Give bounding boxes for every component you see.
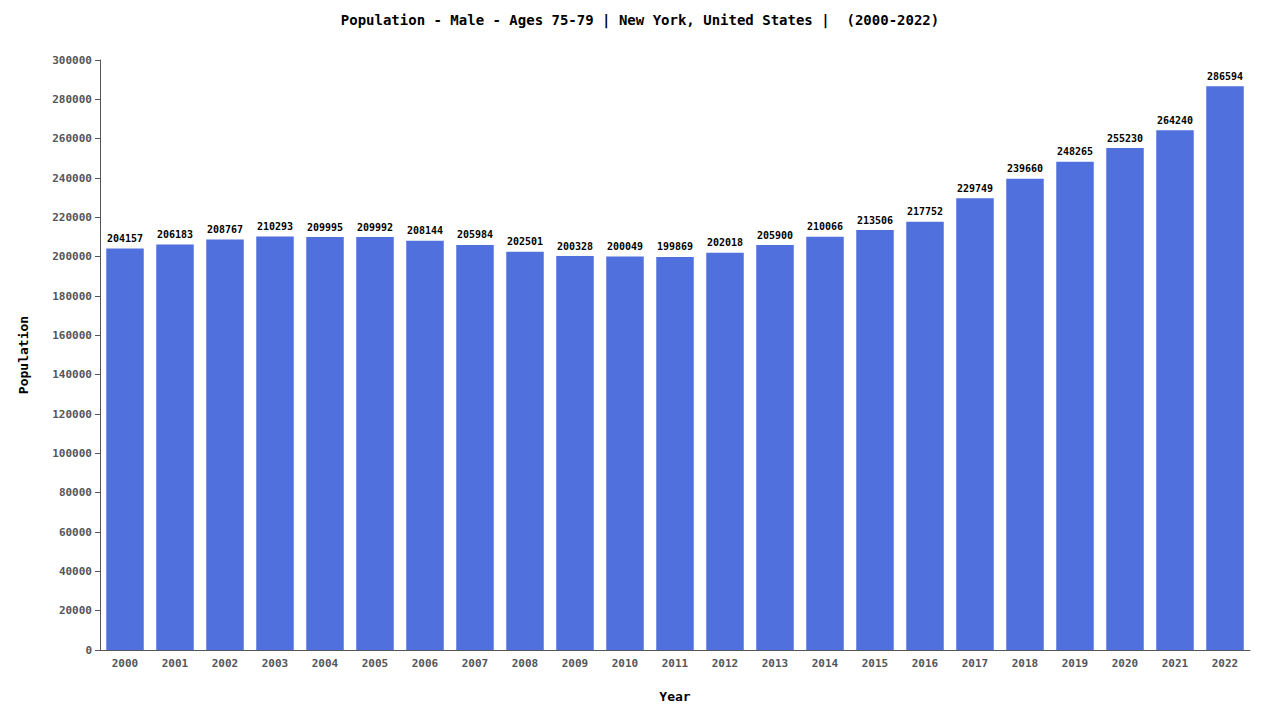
svg-text:255230: 255230 [1107, 133, 1143, 144]
svg-text:2004: 2004 [312, 657, 339, 670]
svg-text:2021: 2021 [1162, 657, 1189, 670]
svg-text:2000: 2000 [112, 657, 139, 670]
svg-text:2005: 2005 [362, 657, 389, 670]
svg-text:2015: 2015 [862, 657, 889, 670]
svg-text:2012: 2012 [712, 657, 739, 670]
svg-text:2002: 2002 [212, 657, 239, 670]
svg-text:2020: 2020 [1112, 657, 1139, 670]
svg-text:2018: 2018 [1012, 657, 1039, 670]
svg-text:213506: 213506 [857, 215, 893, 226]
svg-text:80000: 80000 [59, 486, 92, 499]
svg-text:140000: 140000 [52, 368, 92, 381]
svg-text:0: 0 [85, 644, 92, 657]
svg-text:40000: 40000 [59, 565, 92, 578]
svg-text:210066: 210066 [807, 221, 843, 232]
svg-text:204157: 204157 [107, 233, 143, 244]
svg-text:2014: 2014 [812, 657, 839, 670]
svg-text:2022: 2022 [1212, 657, 1239, 670]
svg-text:240000: 240000 [52, 172, 92, 185]
svg-text:239660: 239660 [1007, 163, 1043, 174]
svg-text:200328: 200328 [557, 241, 593, 252]
svg-text:208144: 208144 [407, 225, 443, 236]
svg-text:2011: 2011 [662, 657, 689, 670]
svg-text:202501: 202501 [507, 236, 543, 247]
svg-text:209992: 209992 [357, 222, 393, 233]
svg-text:2003: 2003 [262, 657, 289, 670]
svg-text:286594: 286594 [1207, 71, 1243, 82]
svg-text:2016: 2016 [912, 657, 939, 670]
svg-text:200000: 200000 [52, 250, 92, 263]
svg-text:205984: 205984 [457, 229, 493, 240]
svg-text:248265: 248265 [1057, 146, 1093, 157]
svg-text:2001: 2001 [162, 657, 189, 670]
svg-text:205900: 205900 [757, 230, 793, 241]
svg-text:2008: 2008 [512, 657, 539, 670]
svg-text:2009: 2009 [562, 657, 589, 670]
svg-text:260000: 260000 [52, 132, 92, 145]
svg-text:200049: 200049 [607, 241, 643, 252]
svg-text:2006: 2006 [412, 657, 439, 670]
svg-text:120000: 120000 [52, 408, 92, 421]
svg-text:300000: 300000 [52, 54, 92, 67]
svg-text:209995: 209995 [307, 222, 343, 233]
svg-text:60000: 60000 [59, 526, 92, 539]
svg-text:100000: 100000 [52, 447, 92, 460]
svg-text:160000: 160000 [52, 329, 92, 342]
svg-text:199869: 199869 [657, 241, 693, 252]
svg-text:2013: 2013 [762, 657, 789, 670]
svg-text:202018: 202018 [707, 237, 743, 248]
svg-text:280000: 280000 [52, 93, 92, 106]
svg-text:210293: 210293 [257, 221, 293, 232]
svg-text:208767: 208767 [207, 224, 243, 235]
svg-text:Population: Population [16, 316, 31, 394]
svg-text:Population - Male - Ages 75-79: Population - Male - Ages 75-79 | New Yor… [341, 12, 939, 29]
svg-text:2010: 2010 [612, 657, 639, 670]
svg-text:220000: 220000 [52, 211, 92, 224]
svg-text:264240: 264240 [1157, 115, 1193, 126]
svg-text:2019: 2019 [1062, 657, 1089, 670]
svg-text:Year: Year [659, 689, 690, 704]
svg-text:20000: 20000 [59, 604, 92, 617]
svg-text:2017: 2017 [962, 657, 989, 670]
svg-text:217752: 217752 [907, 206, 943, 217]
svg-text:2007: 2007 [462, 657, 489, 670]
svg-text:180000: 180000 [52, 290, 92, 303]
svg-text:229749: 229749 [957, 183, 993, 194]
svg-text:206183: 206183 [157, 229, 193, 240]
